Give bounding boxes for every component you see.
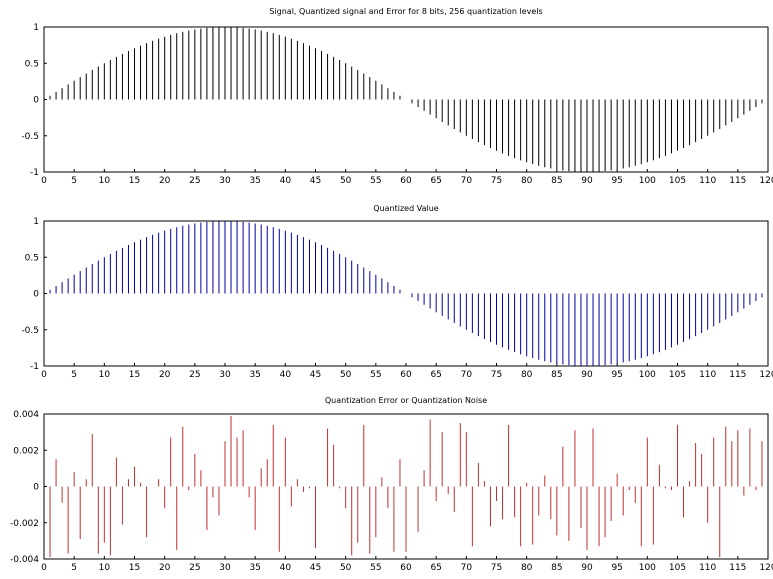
error-title: Quantization Error or Quantization Noise xyxy=(325,396,487,405)
quantized-y-tick-label: 1 xyxy=(33,217,39,227)
signal-x-tick-label: 105 xyxy=(669,176,686,186)
signal-x-tick-label: 90 xyxy=(581,176,593,186)
quantized-x-tick-label: 110 xyxy=(699,370,716,380)
quantized-y-tick-label: 0 xyxy=(33,290,39,300)
signal-x-tick-label: 85 xyxy=(551,176,562,186)
quantized-x-tick-label: 90 xyxy=(581,370,593,380)
error-x-tick-label: 25 xyxy=(189,563,200,573)
error-x-tick-label: 35 xyxy=(249,563,260,573)
signal-x-tick-label: 120 xyxy=(759,176,773,186)
signal-x-tick-label: 50 xyxy=(340,176,352,186)
quantized-x-tick-label: 115 xyxy=(729,370,746,380)
error-y-tick-label: 0.004 xyxy=(13,410,39,420)
quantized-x-tick-label: 50 xyxy=(340,370,352,380)
quantized-panel: Quantized Value 0 5 10 15 20 25 30 35 40 45 50 55 60… xyxy=(21,204,773,380)
error-y-tick-label: -0.002 xyxy=(10,519,39,529)
quantized-x-tick-label: 100 xyxy=(639,370,656,380)
error-x-tick-label: 110 xyxy=(699,563,716,573)
error-x-tick-label: 85 xyxy=(551,563,562,573)
error-x-tick-label: 5 xyxy=(71,563,77,573)
signal-y-tick-label: 1 xyxy=(33,23,39,33)
quantized-x-tick-label: 65 xyxy=(430,370,441,380)
signal-title: Signal, Quantized signal and Error for 8… xyxy=(269,7,542,16)
error-x-tick-label: 70 xyxy=(461,563,473,573)
quantized-y-tick-label: 0.5 xyxy=(25,253,39,263)
signal-y-tick-label: -0.5 xyxy=(21,132,39,142)
signal-x-tick-label: 25 xyxy=(189,176,200,186)
signal-x-tick-label: 5 xyxy=(71,176,77,186)
quantized-x-tick-label: 40 xyxy=(280,370,292,380)
quantized-x-tick-label: 10 xyxy=(99,370,111,380)
signal-x-tick-label: 65 xyxy=(430,176,441,186)
error-x-tick-label: 65 xyxy=(430,563,441,573)
error-x-tick-label: 20 xyxy=(159,563,171,573)
quantized-x-tick-label: 60 xyxy=(400,370,412,380)
signal-x-tick-label: 115 xyxy=(729,176,746,186)
quantized-x-tick-label: 105 xyxy=(669,370,686,380)
quantized-x-tick-label: 120 xyxy=(759,370,773,380)
quantized-x-tick-label: 95 xyxy=(611,370,622,380)
error-x-tick-label: 120 xyxy=(759,563,773,573)
signal-y-tick-label: -1 xyxy=(30,168,39,178)
signal-x-tick-label: 20 xyxy=(159,176,171,186)
quantized-x-tick-label: 85 xyxy=(551,370,562,380)
error-x-tick-label: 60 xyxy=(400,563,412,573)
signal-x-tick-label: 0 xyxy=(41,176,47,186)
quantized-x-tick-label: 35 xyxy=(249,370,260,380)
quantized-y-tick-label: -0.5 xyxy=(21,326,39,336)
error-x-tick-label: 10 xyxy=(99,563,111,573)
quantized-x-tick-label: 5 xyxy=(71,370,77,380)
error-x-tick-label: 30 xyxy=(219,563,231,573)
signal-x-tick-label: 70 xyxy=(461,176,473,186)
quantized-x-tick-label: 70 xyxy=(461,370,473,380)
error-x-tick-label: 100 xyxy=(639,563,656,573)
quantized-title: Quantized Value xyxy=(373,204,438,213)
signal-x-tick-label: 40 xyxy=(280,176,292,186)
quantized-x-tick-label: 30 xyxy=(219,370,231,380)
error-y-tick-label: 0.002 xyxy=(13,446,39,456)
error-x-tick-label: 55 xyxy=(370,563,381,573)
error-x-tick-label: 0 xyxy=(41,563,47,573)
signal-x-tick-label: 60 xyxy=(400,176,412,186)
quantized-x-tick-label: 80 xyxy=(521,370,533,380)
quantized-x-tick-label: 45 xyxy=(310,370,321,380)
error-x-tick-label: 15 xyxy=(129,563,140,573)
error-x-tick-label: 95 xyxy=(611,563,622,573)
error-x-tick-label: 90 xyxy=(581,563,593,573)
quantized-x-tick-label: 15 xyxy=(129,370,140,380)
signal-x-tick-label: 30 xyxy=(219,176,231,186)
signal-x-tick-label: 35 xyxy=(249,176,260,186)
signal-x-tick-label: 110 xyxy=(699,176,716,186)
error-x-tick-label: 115 xyxy=(729,563,746,573)
signal-x-tick-label: 55 xyxy=(370,176,381,186)
error-panel: Quantization Error or Quantization Noise… xyxy=(10,396,773,573)
quantized-x-tick-label: 75 xyxy=(491,370,502,380)
signal-panel: Signal, Quantized signal and Error for 8… xyxy=(21,7,773,186)
error-x-tick-label: 45 xyxy=(310,563,321,573)
signal-x-tick-label: 95 xyxy=(611,176,622,186)
quantized-x-tick-label: 20 xyxy=(159,370,171,380)
signal-x-tick-label: 100 xyxy=(639,176,656,186)
signal-x-tick-label: 45 xyxy=(310,176,321,186)
error-y-tick-label: -0.004 xyxy=(10,555,39,565)
signal-x-tick-label: 75 xyxy=(491,176,502,186)
error-x-tick-label: 75 xyxy=(491,563,502,573)
quantized-x-tick-label: 0 xyxy=(41,370,47,380)
quantized-x-tick-label: 55 xyxy=(370,370,381,380)
signal-y-tick-label: 0.5 xyxy=(25,59,39,69)
signal-x-tick-label: 15 xyxy=(129,176,140,186)
signal-y-tick-label: 0 xyxy=(33,96,39,106)
signal-x-tick-label: 10 xyxy=(99,176,111,186)
error-y-tick-label: 0 xyxy=(33,483,39,493)
error-x-tick-label: 40 xyxy=(280,563,292,573)
error-x-tick-label: 105 xyxy=(669,563,686,573)
signal-x-tick-label: 80 xyxy=(521,176,533,186)
quantized-y-tick-label: -1 xyxy=(30,362,39,372)
error-x-tick-label: 50 xyxy=(340,563,352,573)
quantized-x-tick-label: 25 xyxy=(189,370,200,380)
error-x-tick-label: 80 xyxy=(521,563,533,573)
